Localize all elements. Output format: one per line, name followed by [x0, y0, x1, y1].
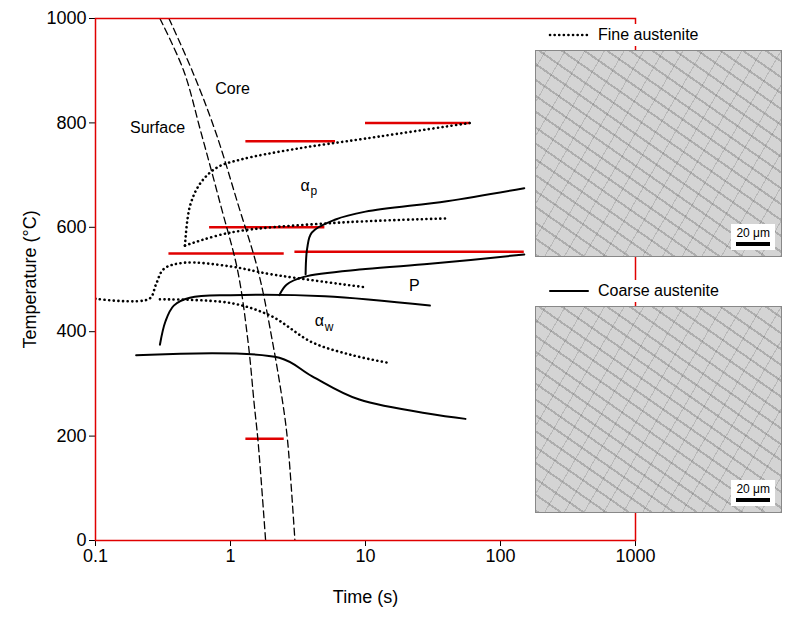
svg-text:1000: 1000 — [46, 8, 86, 28]
html-text:20 μm: 20 μm — [736, 482, 770, 496]
svg-text:1: 1 — [225, 546, 235, 566]
svg-text:0: 0 — [76, 530, 87, 551]
svg-text:200: 200 — [56, 426, 86, 446]
svg-text:p: p — [310, 184, 317, 198]
svg-text:10: 10 — [355, 546, 375, 566]
svg-text:w: w — [324, 320, 334, 334]
svg-text:800: 800 — [56, 113, 86, 133]
svg-text:Core: Core — [215, 80, 250, 97]
svg-text:100: 100 — [485, 546, 515, 566]
svg-text:400: 400 — [56, 321, 86, 341]
svg-text:P: P — [409, 277, 420, 294]
svg-text:1000: 1000 — [615, 546, 655, 566]
svg-text:0.1: 0.1 — [83, 546, 108, 566]
svg-text:Temperature (°C): Temperature (°C) — [20, 210, 40, 348]
svg-text:Surface: Surface — [130, 119, 185, 136]
html-text:20 μm: 20 μm — [736, 226, 770, 240]
svg-text:α: α — [300, 177, 309, 194]
svg-text:Time (s): Time (s) — [333, 587, 398, 607]
svg-text:600: 600 — [56, 217, 86, 237]
html-text:Fine austenite: Fine austenite — [598, 26, 699, 43]
svg-text:α: α — [315, 312, 324, 329]
html-text:Coarse austenite: Coarse austenite — [598, 282, 719, 299]
